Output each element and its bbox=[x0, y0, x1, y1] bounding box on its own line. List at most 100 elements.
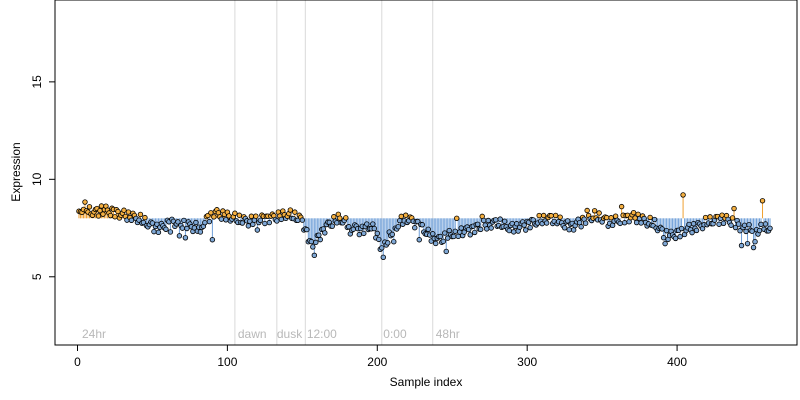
data-point bbox=[278, 216, 285, 223]
data-point bbox=[596, 210, 602, 216]
data-point bbox=[633, 219, 640, 226]
data-point bbox=[128, 217, 135, 223]
data-point bbox=[488, 225, 494, 231]
data-point bbox=[618, 203, 625, 210]
data-point bbox=[391, 238, 397, 245]
data-point bbox=[493, 217, 499, 223]
data-point bbox=[758, 221, 764, 228]
period-label: 24hr bbox=[82, 327, 106, 341]
data-point bbox=[752, 238, 758, 245]
data-point bbox=[361, 230, 367, 237]
data-point bbox=[137, 211, 144, 218]
data-point bbox=[395, 224, 401, 230]
data-point bbox=[211, 214, 217, 220]
data-point bbox=[690, 221, 697, 227]
data-point bbox=[337, 215, 343, 221]
data-point bbox=[741, 222, 748, 228]
data-point bbox=[356, 231, 362, 238]
data-point bbox=[759, 198, 766, 204]
data-point bbox=[311, 252, 318, 259]
data-point bbox=[651, 216, 658, 223]
data-point bbox=[749, 228, 755, 234]
data-point bbox=[521, 222, 527, 228]
data-point bbox=[112, 214, 118, 220]
data-point bbox=[689, 229, 695, 236]
data-point bbox=[731, 205, 737, 212]
data-point bbox=[566, 226, 572, 233]
data-point bbox=[107, 212, 114, 219]
data-point bbox=[385, 240, 391, 246]
y-tick-label: 10 bbox=[30, 172, 44, 186]
data-point bbox=[209, 237, 216, 243]
data-point bbox=[756, 227, 763, 234]
data-point bbox=[561, 225, 568, 231]
data-point bbox=[693, 227, 700, 234]
data-point bbox=[232, 210, 238, 216]
x-axis-title: Sample index bbox=[390, 375, 463, 389]
data-point bbox=[287, 207, 294, 213]
data-point bbox=[86, 204, 93, 210]
data-point bbox=[82, 199, 88, 205]
data-point bbox=[274, 218, 280, 224]
data-point bbox=[478, 226, 484, 233]
data-point bbox=[218, 216, 225, 222]
data-point bbox=[729, 215, 736, 221]
data-point bbox=[254, 227, 261, 233]
data-point bbox=[720, 220, 727, 227]
data-point bbox=[416, 237, 422, 243]
data-point bbox=[257, 217, 264, 224]
data-point bbox=[677, 233, 683, 240]
data-point bbox=[182, 235, 189, 241]
data-point bbox=[678, 225, 685, 232]
data-point bbox=[179, 225, 186, 231]
data-point bbox=[95, 213, 102, 219]
data-point bbox=[557, 214, 563, 220]
data-point bbox=[485, 217, 491, 224]
data-point bbox=[728, 222, 734, 228]
data-point bbox=[659, 226, 665, 232]
data-point bbox=[239, 220, 246, 226]
data-point bbox=[193, 219, 199, 226]
data-point bbox=[403, 212, 409, 218]
data-point bbox=[452, 228, 458, 234]
data-point bbox=[425, 226, 431, 232]
data-point bbox=[389, 231, 395, 238]
data-point bbox=[151, 228, 157, 235]
y-axis-title: Expression bbox=[9, 142, 23, 201]
data-point bbox=[374, 230, 380, 237]
data-point bbox=[497, 216, 503, 222]
x-tick-label: 0 bbox=[74, 355, 81, 369]
plot-background bbox=[55, 0, 797, 345]
period-label: 48hr bbox=[436, 327, 460, 341]
data-point bbox=[536, 212, 542, 219]
x-tick-label: 200 bbox=[367, 355, 387, 369]
data-point bbox=[630, 209, 637, 216]
data-point bbox=[292, 209, 298, 215]
y-axis: 5 10 15 bbox=[30, 75, 55, 280]
y-tick-label: 15 bbox=[30, 75, 44, 89]
data-point bbox=[472, 229, 478, 236]
data-point bbox=[364, 221, 370, 227]
data-point bbox=[481, 217, 487, 224]
data-point bbox=[647, 214, 653, 221]
data-point bbox=[510, 229, 517, 235]
data-point bbox=[662, 240, 668, 247]
data-point bbox=[762, 221, 769, 227]
data-point bbox=[454, 215, 460, 222]
data-point bbox=[346, 224, 352, 230]
data-point bbox=[437, 233, 443, 240]
data-point bbox=[181, 217, 187, 224]
data-point bbox=[501, 218, 508, 224]
data-point bbox=[584, 207, 590, 214]
data-point bbox=[552, 212, 559, 219]
data-point bbox=[680, 192, 686, 198]
data-point bbox=[738, 242, 745, 249]
data-point bbox=[371, 225, 377, 232]
data-point bbox=[176, 233, 183, 239]
data-point bbox=[142, 214, 148, 221]
data-point bbox=[184, 225, 190, 232]
data-point bbox=[707, 214, 713, 220]
data-point bbox=[376, 236, 382, 243]
period-lines bbox=[234, 0, 434, 345]
